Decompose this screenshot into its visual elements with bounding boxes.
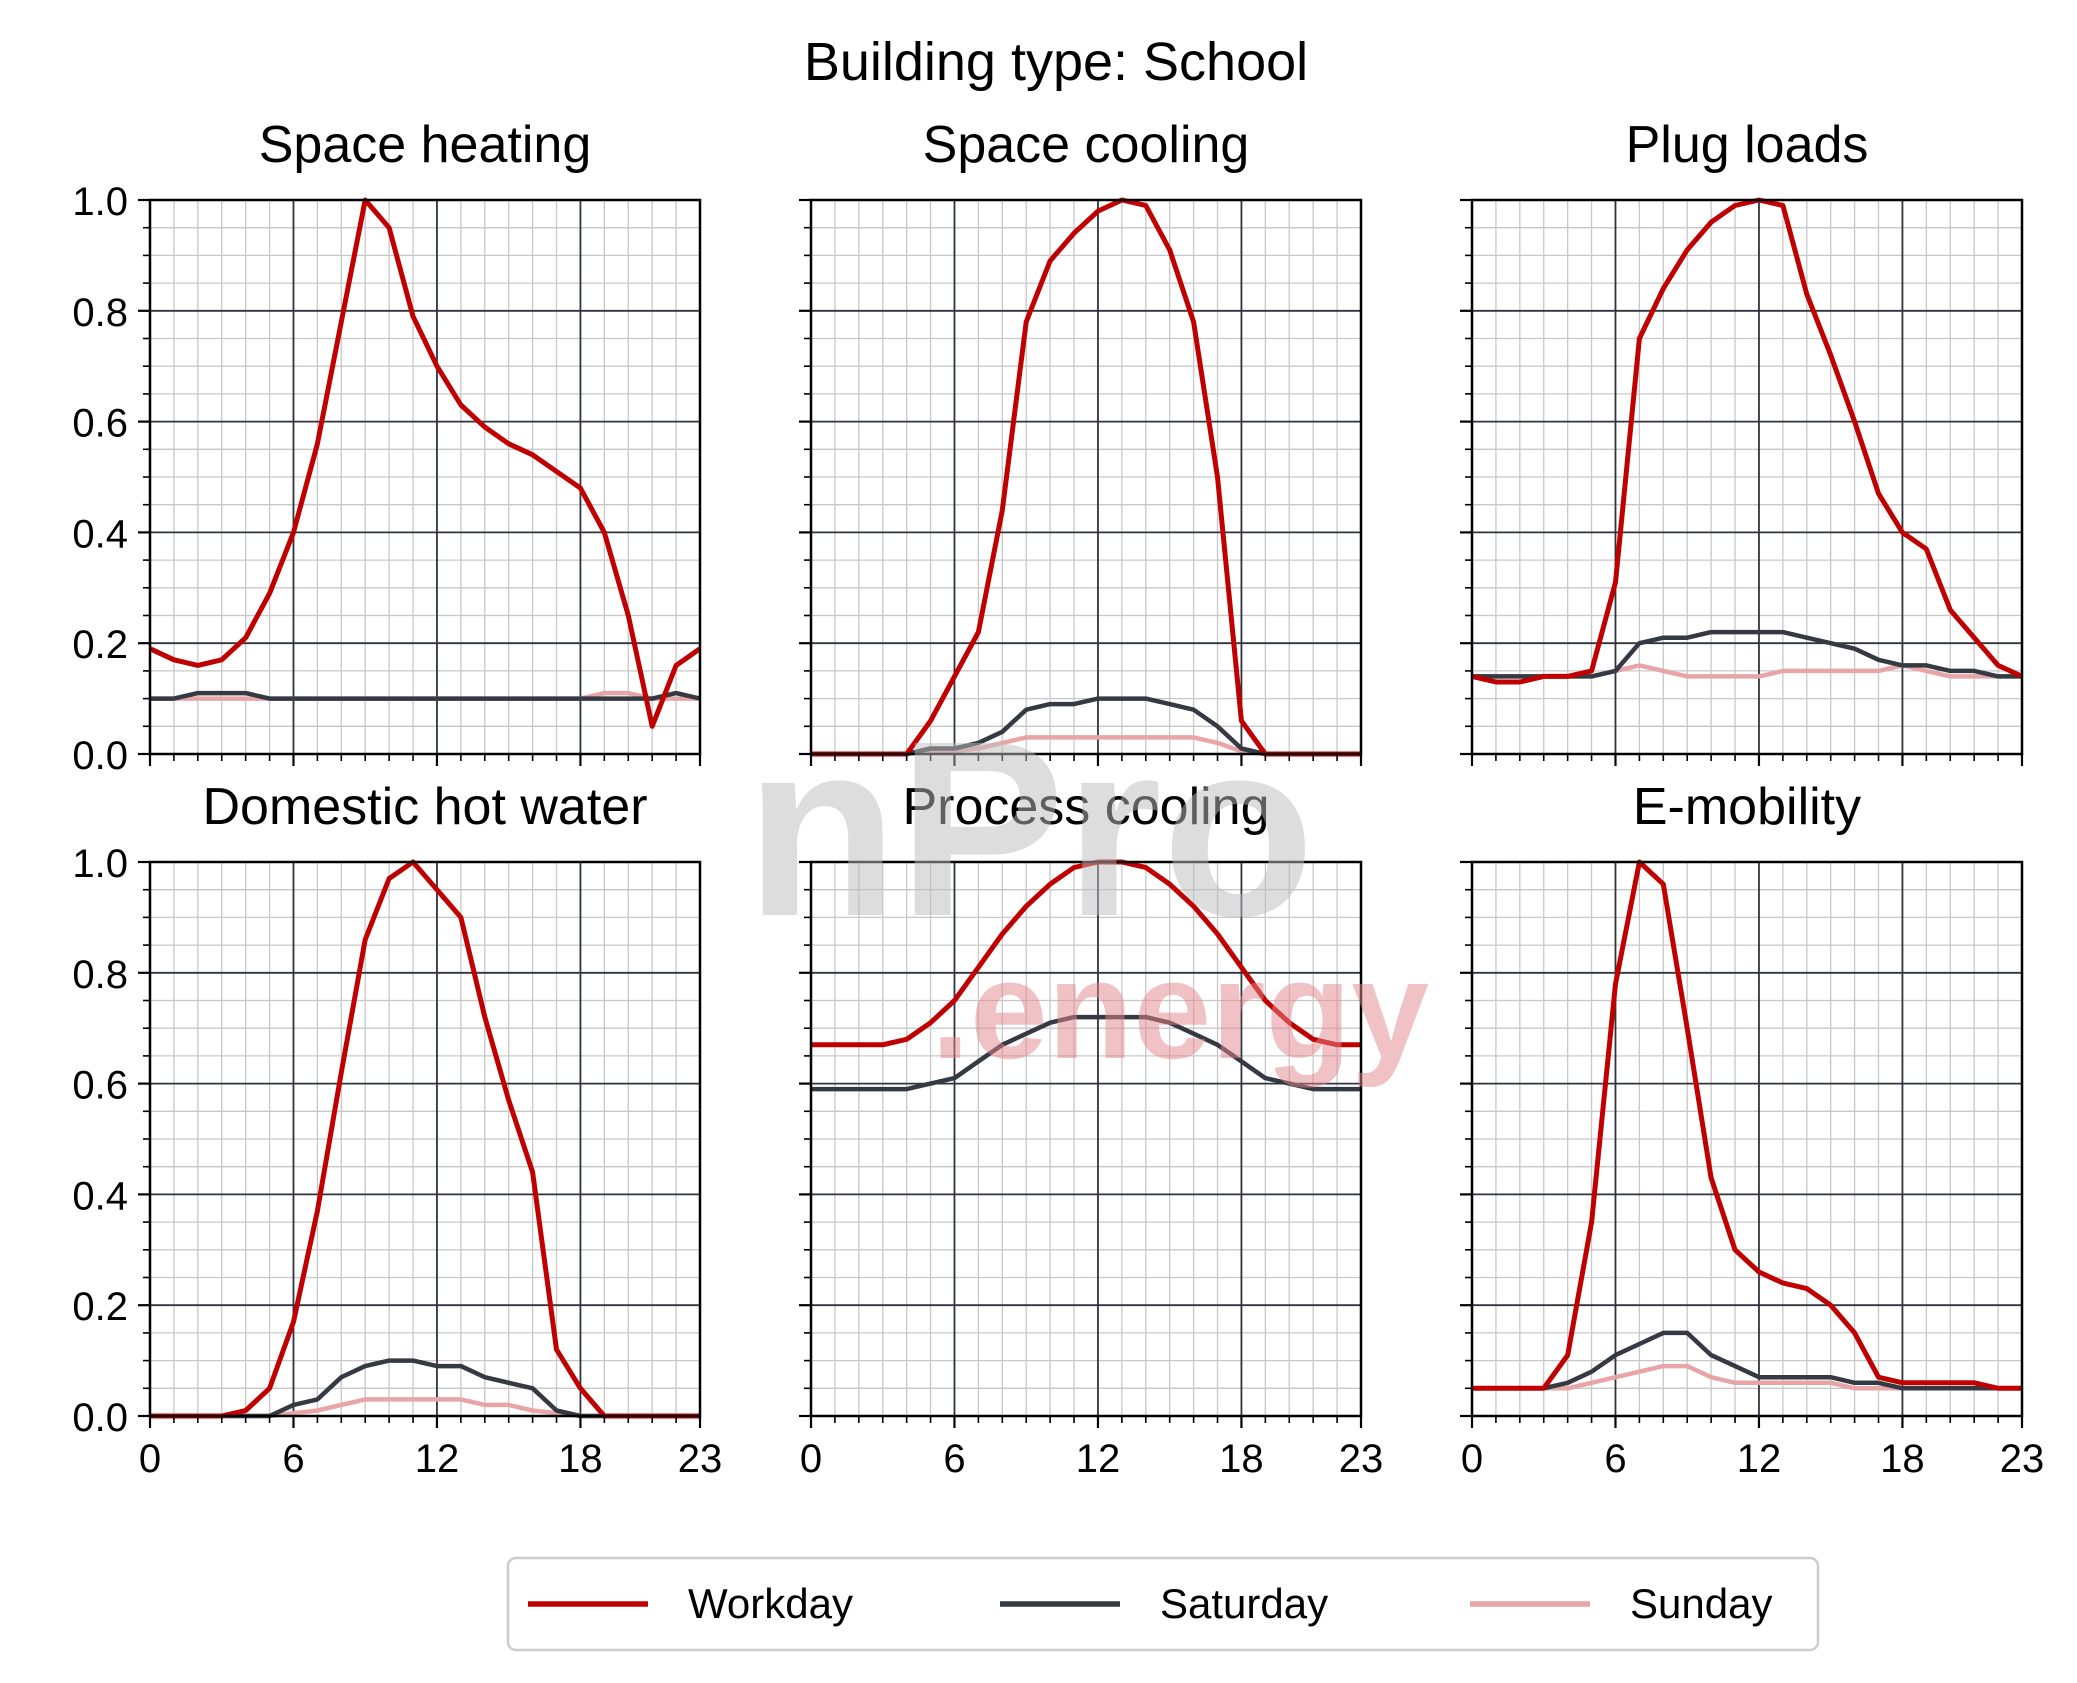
legend-label-sunday: Sunday xyxy=(1630,1580,1772,1627)
y-tick-label: 0.6 xyxy=(72,1064,128,1108)
y-tick-label: 0.0 xyxy=(72,734,128,778)
watermark: nPro .energy xyxy=(745,689,1429,1088)
x-tick-label: 6 xyxy=(943,1437,965,1481)
y-tick-label: 0.8 xyxy=(72,291,128,335)
series-line-workday xyxy=(1471,197,2024,685)
figure-title: Building type: School xyxy=(804,32,1308,92)
x-tick-label: 18 xyxy=(1880,1437,1925,1481)
series-line-saturday xyxy=(1472,1330,2022,1391)
x-tick-label: 12 xyxy=(1737,1437,1782,1481)
x-tick-label: 18 xyxy=(1219,1437,1264,1481)
watermark-text-energy: .energy xyxy=(931,931,1429,1088)
x-tick-label: 0 xyxy=(139,1437,161,1481)
y-tick-label: 0.4 xyxy=(72,512,128,556)
subplot-4: 0 6 12 18 23 Process cooling xyxy=(799,778,1383,1481)
subplot-5: 0 6 12 18 23 E-mobility xyxy=(1460,778,2044,1481)
y-tick-label: 0.0 xyxy=(72,1396,128,1440)
subplot-title: Space heating xyxy=(259,116,592,174)
y-tick-label: 0.6 xyxy=(72,402,128,446)
subplot-title: Process cooling xyxy=(902,778,1269,836)
subplots: 0.0 0.2 0.4 0.6 0.8 1.0 Space heating Space coo… xyxy=(72,116,2044,1481)
subplot-title: Domestic hot water xyxy=(202,778,647,836)
legend: Workday Saturday Sunday xyxy=(506,1556,1820,1652)
x-tick-label: 6 xyxy=(1604,1437,1626,1481)
subplot-title: Plug loads xyxy=(1626,116,1869,174)
subplot-0: 0.0 0.2 0.4 0.6 0.8 1.0 Space heating xyxy=(72,116,702,778)
series-line-saturday xyxy=(811,1014,1361,1092)
x-tick-label: 0 xyxy=(800,1437,822,1481)
x-tick-label: 23 xyxy=(1339,1437,1384,1481)
subplot-2: Plug loads xyxy=(1460,116,2024,766)
x-tick-label: 23 xyxy=(678,1437,723,1481)
y-tick-label: 0.8 xyxy=(72,953,128,997)
x-tick-label: 18 xyxy=(558,1437,603,1481)
legend-label-saturday: Saturday xyxy=(1160,1580,1328,1627)
y-tick-label: 0.2 xyxy=(72,623,128,667)
series-line-workday xyxy=(1472,859,2022,1391)
y-tick-label: 0.2 xyxy=(72,1285,128,1329)
series-line-saturday xyxy=(150,690,701,701)
y-tick-label: 1.0 xyxy=(72,842,128,886)
subplot-1: Space cooling xyxy=(799,116,1363,766)
subplot-title: E-mobility xyxy=(1633,778,1861,836)
x-tick-label: 12 xyxy=(1076,1437,1121,1481)
x-tick-label: 0 xyxy=(1461,1437,1483,1481)
x-tick-label: 23 xyxy=(2000,1437,2045,1481)
legend-label-workday: Workday xyxy=(688,1580,853,1627)
y-tick-label: 1.0 xyxy=(72,180,128,224)
subplot-title: Space cooling xyxy=(923,116,1250,174)
y-tick-label: 0.4 xyxy=(72,1174,128,1218)
x-tick-label: 12 xyxy=(415,1437,460,1481)
legend-box xyxy=(506,1556,1820,1652)
series-line-workday xyxy=(811,859,1361,1048)
subplot-3: 0.0 0.2 0.4 0.6 0.8 1.0 0 6 12 18 23 Domestic hot w… xyxy=(72,778,722,1481)
watermark-text-npro: nPro xyxy=(745,689,1314,968)
x-tick-label: 6 xyxy=(282,1437,304,1481)
series-line-workday xyxy=(148,197,702,729)
